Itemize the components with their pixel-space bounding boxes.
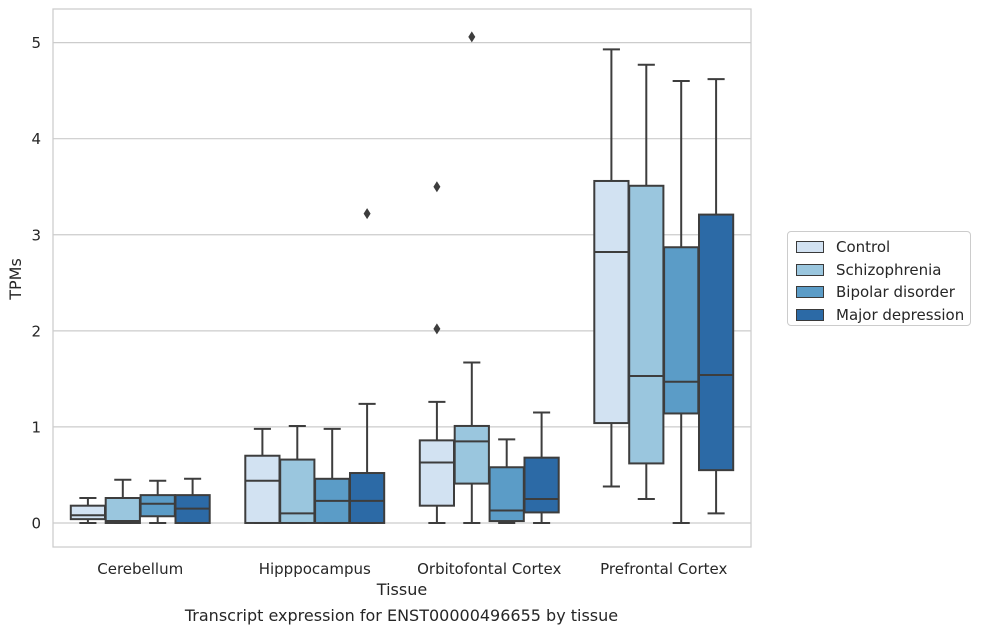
box-iqr <box>418 439 456 507</box>
legend-item-bipolar-disorder: Bipolar disorder <box>792 281 970 304</box>
legend-item-schizophrenia: Schizophrenia <box>792 259 970 282</box>
legend-item-control: Control <box>792 236 970 259</box>
x-axis-label: Tissue <box>376 580 427 599</box>
legend-swatch-control <box>796 241 824 254</box>
box-iqr <box>104 497 141 524</box>
box-bipolar-disorder <box>488 438 525 524</box>
y-tick-label: 3 <box>31 226 41 244</box>
x-tick-label: Hipppocampus <box>259 560 371 578</box>
legend-label-major-depression: Major depression <box>836 305 965 324</box>
box-iqr <box>628 184 665 465</box>
y-axis-label: TPMs <box>6 258 25 301</box>
box-control <box>418 181 456 524</box>
y-tick-label: 4 <box>31 130 41 148</box>
box-iqr <box>139 494 176 518</box>
outlier-point <box>433 181 441 193</box>
box-iqr <box>69 504 107 521</box>
legend: Control Schizophrenia Bipolar disorder M… <box>787 231 971 326</box>
box-iqr <box>593 179 630 425</box>
y-tick-label: 2 <box>31 322 41 340</box>
outlier-point <box>468 31 476 43</box>
x-tick-label: Cerebellum <box>97 560 183 578</box>
legend-label-bipolar-disorder: Bipolar disorder <box>836 283 955 302</box>
y-tick-labels: 0 1 2 3 4 5 <box>31 34 41 532</box>
x-tick-labels: Cerebellum Hipppocampus Orbitofontal Corte… <box>97 560 727 578</box>
x-tick-label: Prefrontal Cortex <box>600 560 727 578</box>
box-major-depression <box>697 78 735 515</box>
x-tick-label: Orbitofontal Cortex <box>417 560 561 578</box>
box-schizophrenia <box>628 63 665 500</box>
y-tick-label: 1 <box>31 418 41 436</box>
box-schizophrenia <box>279 424 316 524</box>
box-iqr <box>663 246 700 415</box>
outlier-point <box>433 323 441 335</box>
legend-label-schizophrenia: Schizophrenia <box>836 260 942 279</box>
legend-label-control: Control <box>836 238 891 257</box>
legend-item-major-depression: Major depression <box>792 304 970 327</box>
legend-swatch-major-depression <box>796 308 824 321</box>
legend-swatch-schizophrenia <box>796 263 824 276</box>
box-iqr <box>488 466 525 523</box>
box-series <box>69 31 735 524</box>
box-major-depression <box>174 477 211 524</box>
outlier-point <box>363 208 371 220</box>
box-iqr <box>244 454 281 524</box>
box-iqr <box>453 424 490 485</box>
box-control <box>69 497 107 524</box>
box-major-depression <box>348 208 386 524</box>
box-schizophrenia <box>453 31 490 524</box>
box-iqr <box>523 456 560 514</box>
legend-swatch-bipolar-disorder <box>796 286 824 299</box>
box-bipolar-disorder <box>663 80 700 524</box>
box-iqr <box>697 213 735 472</box>
y-tick-label: 0 <box>31 514 41 532</box>
box-iqr <box>348 472 386 524</box>
box-major-depression <box>523 411 560 524</box>
box-control <box>593 48 630 488</box>
chart-caption: Transcript expression for ENST0000049665… <box>184 606 619 625</box>
y-tick-label: 5 <box>31 34 41 52</box>
